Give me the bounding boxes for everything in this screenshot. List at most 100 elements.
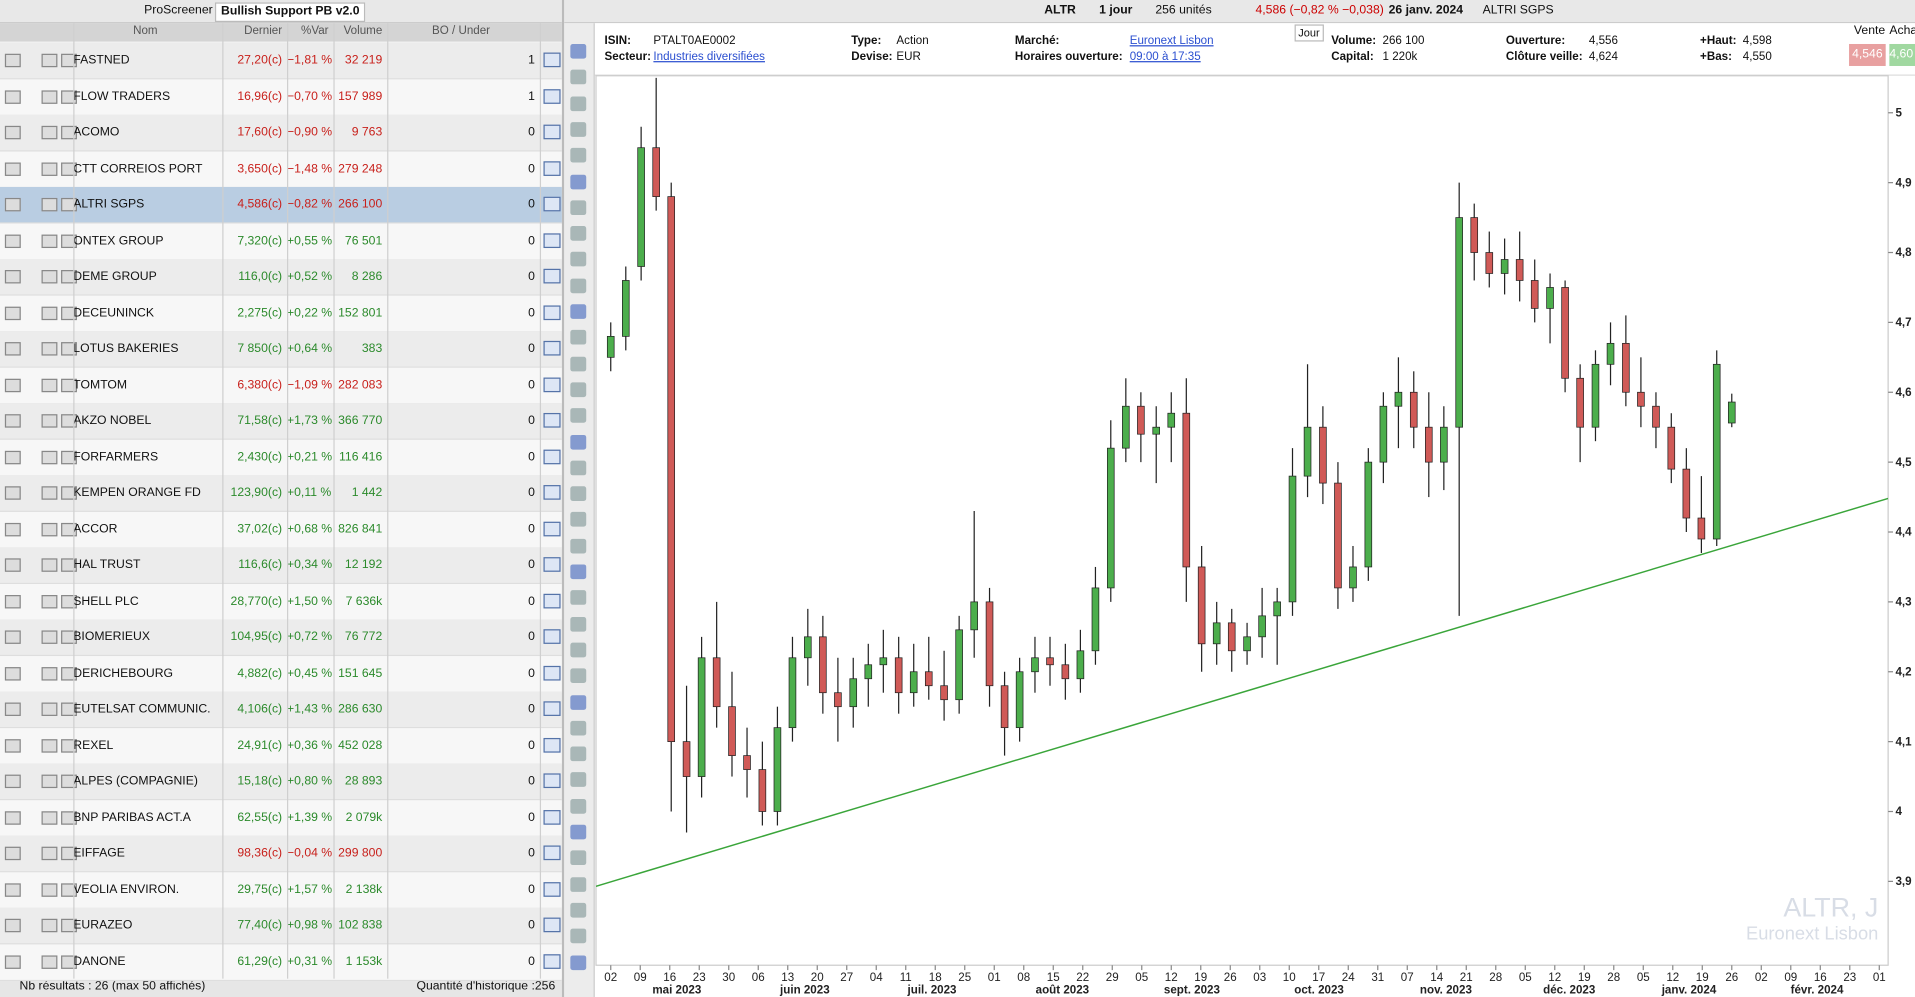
tool-icon[interactable] [570, 330, 587, 345]
screener-row[interactable] [0, 583, 562, 621]
row-icon[interactable] [543, 449, 561, 464]
tool-icon[interactable] [570, 304, 587, 319]
row-icon[interactable] [543, 773, 561, 789]
tool-icon[interactable] [570, 850, 587, 866]
cell: 76 501 [344, 233, 383, 248]
tool-icon[interactable] [570, 824, 587, 840]
tool-icon[interactable] [570, 590, 587, 606]
row-icon[interactable] [543, 593, 561, 608]
tool-icon[interactable] [570, 200, 587, 215]
tool-icon[interactable] [570, 720, 587, 736]
candle-body [1425, 426, 1433, 463]
tool-icon[interactable] [570, 876, 587, 892]
tool-icon[interactable] [570, 226, 587, 241]
tool-icon[interactable] [570, 928, 587, 944]
tool-icon[interactable] [570, 486, 587, 502]
row-icon[interactable] [543, 809, 561, 825]
row-icon[interactable] [543, 340, 561, 356]
row-icon[interactable] [543, 485, 561, 500]
units-select[interactable]: 256 unités [1155, 3, 1212, 18]
row-icon[interactable] [543, 412, 561, 428]
tool-icon[interactable] [570, 642, 587, 658]
row-icon[interactable] [543, 629, 561, 644]
tool-icon[interactable] [570, 798, 587, 814]
info-value[interactable]: 09:00 à 17:35 [1129, 50, 1201, 64]
tool-icon[interactable] [570, 70, 587, 85]
period-select[interactable]: 1 jour [1099, 3, 1133, 18]
screener-row[interactable] [0, 727, 562, 765]
screener-row[interactable] [0, 763, 562, 801]
symbol-select[interactable]: ALTR [1044, 3, 1076, 18]
row-icon[interactable] [543, 557, 561, 572]
screener-row[interactable] [0, 222, 562, 260]
info-value[interactable]: Euronext Lisbon [1129, 34, 1214, 48]
row-icon[interactable] [543, 160, 561, 176]
tool-icon[interactable] [570, 902, 587, 918]
tool-icon[interactable] [570, 564, 587, 580]
tool-icon[interactable] [570, 174, 587, 189]
tool-icon[interactable] [570, 96, 587, 111]
tool-icon[interactable] [570, 694, 587, 710]
column-header[interactable]: Volume [343, 24, 383, 38]
tool-icon[interactable] [570, 252, 587, 267]
tool-icon[interactable] [570, 278, 587, 293]
cell: +1,50 % [287, 594, 333, 608]
tool-icon[interactable] [570, 356, 587, 371]
info-value[interactable]: Industries diversifiées [653, 50, 765, 64]
tool-icon[interactable] [570, 408, 587, 423]
screener-row[interactable] [0, 943, 562, 981]
row-icon[interactable] [543, 881, 561, 897]
row-icon[interactable] [543, 124, 561, 140]
tool-icon[interactable] [570, 434, 587, 450]
column-header[interactable]: Dernier [244, 24, 283, 38]
candle-body [1622, 342, 1630, 393]
column-header[interactable]: Nom [133, 24, 158, 38]
tool-icon[interactable] [570, 512, 587, 528]
screener-select[interactable]: Bullish Support PB v2.0 [214, 2, 366, 22]
screener-row[interactable] [0, 511, 562, 548]
tool-icon[interactable] [570, 746, 587, 762]
screener-row[interactable] [0, 114, 562, 152]
tool-icon[interactable] [570, 954, 587, 970]
row-icon[interactable] [543, 737, 561, 753]
screener-row[interactable] [0, 186, 562, 224]
period-tab[interactable]: Jour [1294, 24, 1324, 42]
tool-icon[interactable] [570, 538, 587, 554]
row-icon[interactable] [543, 232, 561, 248]
tool-icon[interactable] [570, 148, 587, 163]
row-icon[interactable] [543, 521, 561, 536]
tool-icon[interactable] [570, 460, 587, 476]
tool-icon[interactable] [570, 668, 587, 684]
buy-price[interactable]: 4,60 [1889, 43, 1915, 66]
column-header[interactable]: BO / Under [432, 24, 491, 38]
tool-icon[interactable] [570, 772, 587, 788]
screener-row[interactable] [0, 799, 562, 837]
tool-icon[interactable] [570, 616, 587, 632]
candle-body [1637, 391, 1645, 407]
row-icon[interactable] [543, 665, 561, 680]
row-icon[interactable] [543, 304, 561, 320]
row-icon[interactable] [543, 52, 561, 68]
info-value: 4,556 [1588, 34, 1618, 48]
screener-row[interactable] [0, 403, 562, 440]
sell-price[interactable]: 4,546 [1849, 43, 1886, 66]
row-icon[interactable] [543, 701, 561, 716]
screener-row[interactable] [0, 367, 562, 404]
row-icon[interactable] [543, 88, 561, 104]
screener-row[interactable] [0, 150, 562, 188]
row-icon [41, 810, 58, 825]
row-icon[interactable] [543, 845, 561, 861]
row-icon [61, 414, 77, 428]
tool-icon[interactable] [570, 382, 587, 397]
row-icon[interactable] [543, 376, 561, 392]
cell: −0,70 % [287, 89, 333, 104]
row-icon[interactable] [543, 953, 561, 969]
column-header[interactable]: %Var [301, 24, 329, 38]
screener-row[interactable] [0, 655, 562, 693]
row-icon[interactable] [543, 196, 561, 212]
row-icon[interactable] [543, 268, 561, 284]
row-icon[interactable] [543, 917, 561, 933]
screener-row[interactable] [0, 691, 562, 729]
tool-icon[interactable] [570, 43, 587, 59]
tool-icon[interactable] [570, 122, 587, 137]
